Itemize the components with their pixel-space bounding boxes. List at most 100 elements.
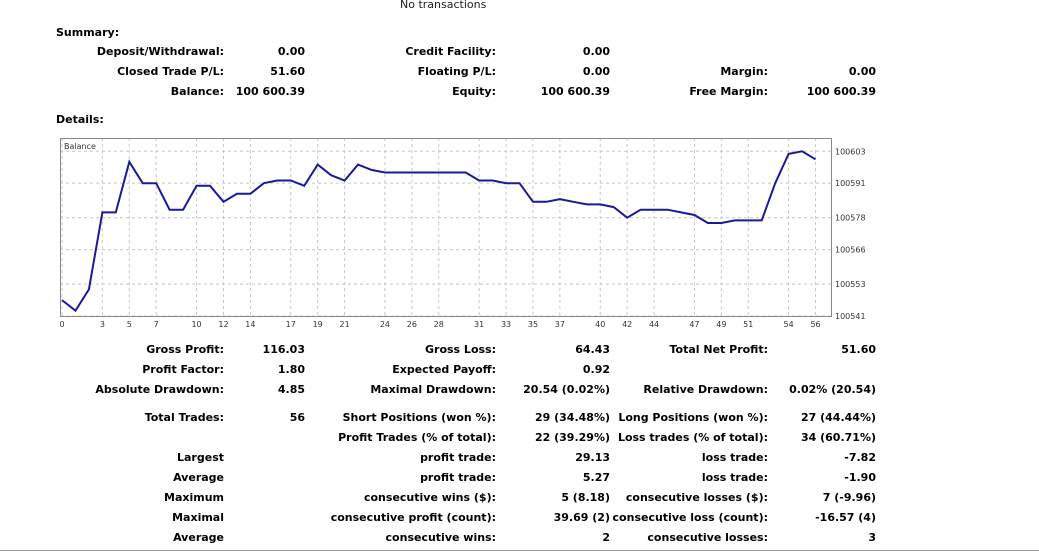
largest-loss-value: -7.82 [844,451,876,464]
chart-grid [60,138,831,317]
x-tick-label: 17 [286,320,296,329]
profit-trades-value: 22 (39.29%) [534,431,610,444]
largest-profit-label: profit trade: [420,451,496,464]
net-profit-value: 51.60 [841,343,876,356]
equity-label: Equity: [452,85,496,98]
average-loss-value: -1.90 [844,471,876,484]
balance-value: 100 600.39 [235,85,305,98]
x-tick-label: 21 [339,320,349,329]
average-consecutive-wins-label: consecutive wins: [385,531,496,544]
y-tick-label: 100603 [835,147,866,156]
closed-pl-label: Closed Trade P/L: [117,65,224,78]
balance-chart: Balance 0 3 5 7 10 12 14 17 19 21 24 26 28 31 33 35 37 40… [60,138,866,329]
gross-loss-value: 64.43 [575,343,610,356]
x-tick-label: 26 [407,320,417,329]
bottom-separator [0,550,1039,551]
x-tick-label: 37 [555,320,565,329]
largest-profit-value: 29.13 [575,451,610,464]
x-axis-ticks: 0 3 5 7 10 12 14 17 19 21 24 26 28 31 33 35 37 40 42 44 47 49… [60,320,821,329]
total-trades-label: Total Trades: [144,411,224,424]
x-tick-label: 14 [245,320,255,329]
max-consecutive-losses-label: consecutive losses ($): [625,491,768,504]
maximal-label: Maximal [172,511,224,524]
balance-series-line [61,150,817,313]
x-tick-label: 0 [60,320,65,329]
average-loss-label: loss trade: [701,471,768,484]
average-profit-value: 5.27 [582,471,610,484]
x-tick-label: 3 [100,320,105,329]
y-tick-label: 100591 [835,179,866,188]
x-tick-label: 40 [595,320,605,329]
net-profit-label: Total Net Profit: [669,343,769,356]
free-margin-value: 100 600.39 [806,85,876,98]
average-profit-label: profit trade: [420,471,496,484]
gross-profit-value: 116.03 [262,343,305,356]
x-tick-label: 35 [528,320,538,329]
y-axis-ticks: 100541 100553 100566 100578 100591 100603 [835,147,866,321]
maximum-label: Maximum [164,491,224,504]
maximal-drawdown-label: Maximal Drawdown: [370,383,496,396]
y-tick-label: 100541 [835,312,866,321]
maximal-consecutive-loss-label: consecutive loss (count): [612,511,768,524]
maximal-consecutive-profit-label: consecutive profit (count): [330,511,496,524]
y-tick-label: 100578 [835,214,866,223]
x-tick-label: 28 [434,320,444,329]
absolute-drawdown-value: 4.85 [277,383,305,396]
gross-profit-label: Gross Profit: [146,343,224,356]
credit-value: 0.00 [582,45,610,58]
deposit-label: Deposit/Withdrawal: [96,45,224,58]
summary-title: Summary: [56,26,120,39]
margin-value: 0.00 [848,65,876,78]
y-tick-label: 100553 [835,280,866,289]
x-tick-label: 5 [127,320,132,329]
short-positions-label: Short Positions (won %): [342,411,496,424]
loss-trades-value: 34 (60.71%) [800,431,876,444]
average-consecutive-label: Average [173,531,224,544]
margin-label: Margin: [720,65,768,78]
maximal-drawdown-value: 20.54 (0.02%) [523,383,610,396]
x-tick-label: 42 [622,320,632,329]
relative-drawdown-label: Relative Drawdown: [643,383,768,396]
x-tick-label: 10 [191,320,201,329]
profit-factor-value: 1.80 [277,363,305,376]
total-trades-value: 56 [289,411,305,424]
x-tick-label: 19 [313,320,323,329]
average-consecutive-losses-value: 3 [868,531,876,544]
deposit-value: 0.00 [277,45,305,58]
x-tick-label: 56 [810,320,820,329]
details-title: Details: [56,113,104,126]
short-positions-value: 29 (34.48%) [534,411,610,424]
average-consecutive-losses-label: consecutive losses: [647,531,768,544]
floating-pl-value: 0.00 [582,65,610,78]
x-tick-label: 49 [716,320,726,329]
long-positions-value: 27 (44.44%) [800,411,876,424]
gross-loss-label: Gross Loss: [425,343,496,356]
expected-payoff-value: 0.92 [582,363,610,376]
chart-legend-balance: Balance [64,142,96,151]
x-tick-label: 44 [649,320,659,329]
x-tick-label: 54 [784,320,794,329]
x-tick-label: 31 [474,320,484,329]
long-positions-label: Long Positions (won %): [618,411,768,424]
profit-trades-label: Profit Trades (% of total): [338,431,496,444]
largest-loss-label: loss trade: [701,451,768,464]
profit-factor-label: Profit Factor: [142,363,224,376]
relative-drawdown-value: 0.02% (20.54) [789,383,876,396]
average-consecutive-wins-value: 2 [602,531,610,544]
floating-pl-label: Floating P/L: [417,65,496,78]
expected-payoff-label: Expected Payoff: [392,363,496,376]
x-tick-label: 33 [501,320,511,329]
equity-value: 100 600.39 [540,85,610,98]
y-tick-label: 100566 [835,246,866,255]
closed-pl-value: 51.60 [270,65,305,78]
x-tick-label: 47 [689,320,699,329]
free-margin-label: Free Margin: [689,85,768,98]
x-tick-label: 24 [380,320,390,329]
maximal-consecutive-loss-value: -16.57 (4) [815,511,876,524]
max-consecutive-losses-value: 7 (-9.96) [822,491,876,504]
average-label: Average [173,471,224,484]
no-transactions-text: No transactions [400,0,487,11]
x-tick-label: 51 [743,320,753,329]
absolute-drawdown-label: Absolute Drawdown: [95,383,224,396]
loss-trades-label: Loss trades (% of total): [617,431,768,444]
